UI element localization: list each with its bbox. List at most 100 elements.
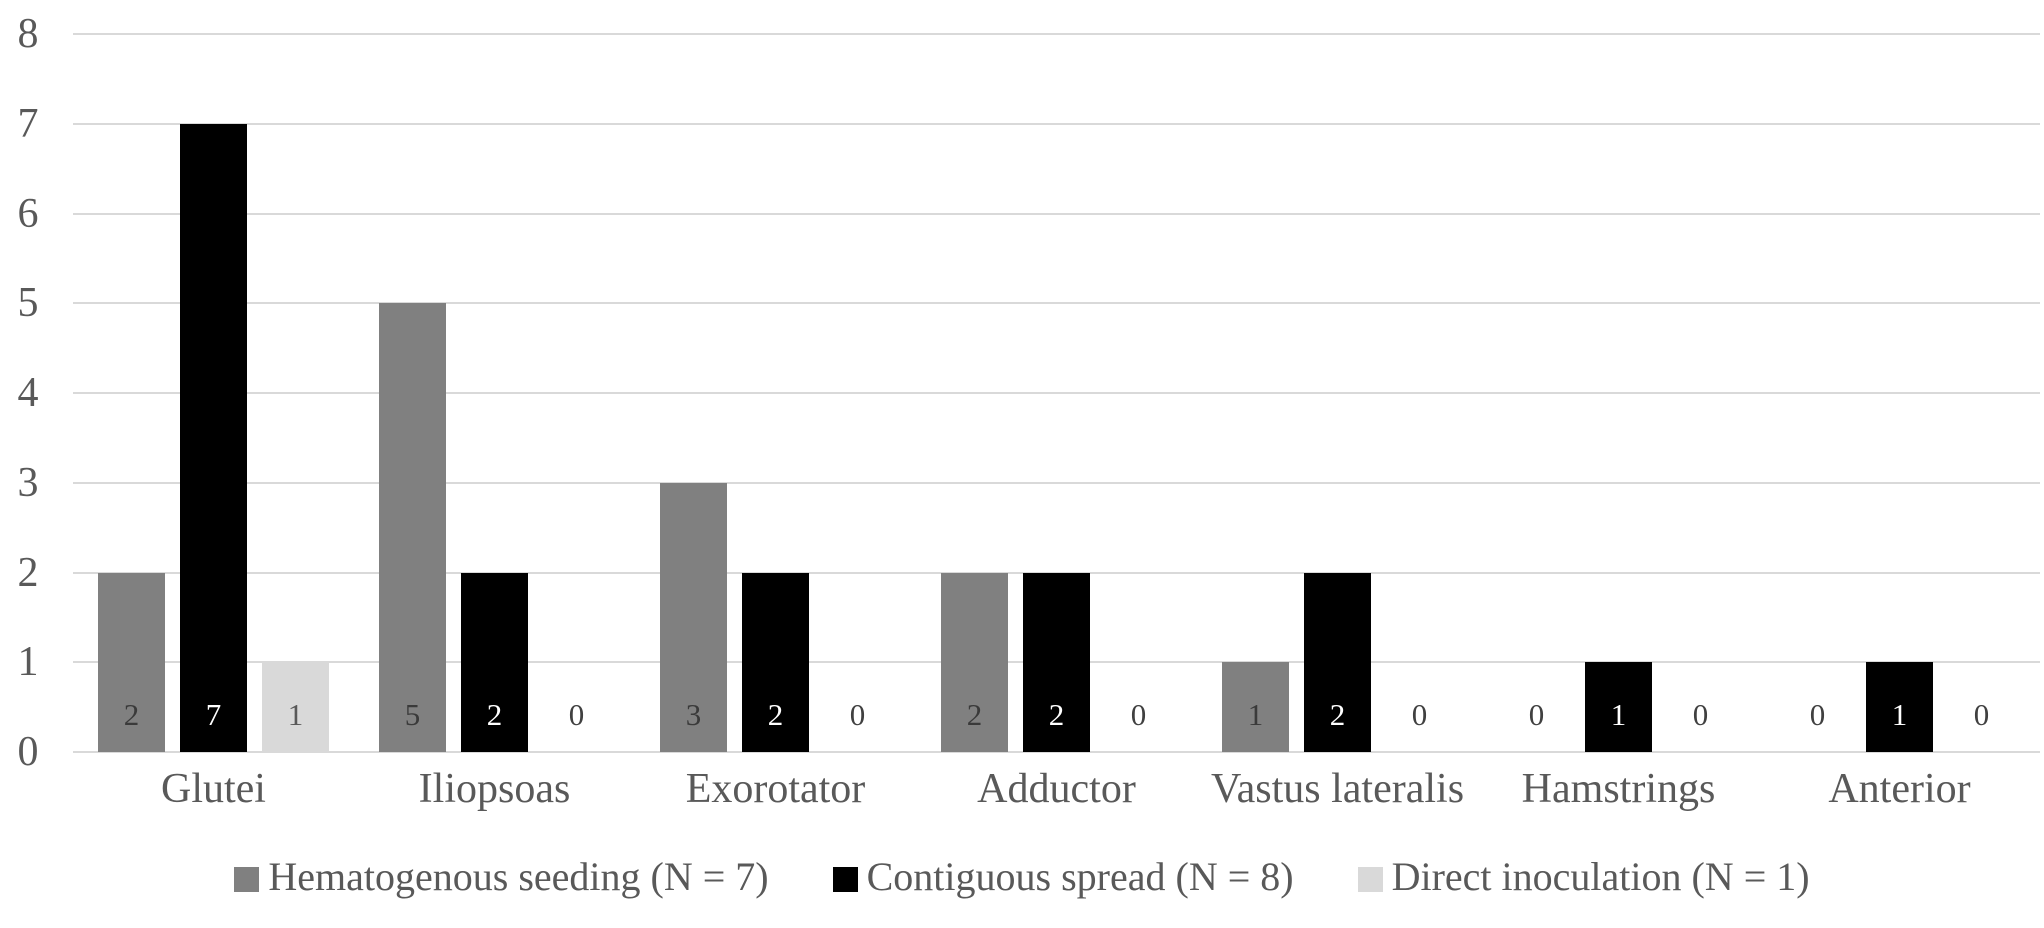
bar-slot: 0	[1105, 34, 1172, 752]
bar-value-label: 7	[205, 697, 222, 732]
bar-slot: 2	[1304, 34, 1371, 752]
bar	[1585, 662, 1652, 752]
bar-slot: 3	[660, 34, 727, 752]
bar	[1023, 572, 1090, 752]
bar-value-label: 1	[287, 697, 304, 732]
legend-label: Contiguous spread (N = 8)	[866, 854, 1294, 899]
bar-slot: 5	[379, 34, 446, 752]
bar-slot: 0	[1948, 34, 2015, 752]
bar-value-label: 1	[1247, 697, 1264, 732]
bar	[180, 123, 247, 752]
bar	[379, 303, 446, 752]
bar-slot: 1	[1585, 34, 1652, 752]
bar	[660, 482, 727, 752]
bar-value-label: 0	[1692, 697, 1709, 732]
legend-marker-icon	[1357, 866, 1383, 892]
bar-slot: 0	[1386, 34, 1453, 752]
bar-value-label: 0	[1973, 697, 1990, 732]
bar-slot: 0	[824, 34, 891, 752]
bar	[262, 662, 329, 752]
category-label: Iliopsoas	[418, 766, 571, 812]
y-tick-label: 1	[17, 639, 39, 686]
bar-slot: 2	[941, 34, 1008, 752]
bar	[98, 572, 165, 752]
bar-slot: 1	[1866, 34, 1933, 752]
category-label: Vastus lateralis	[1210, 766, 1465, 812]
legend-label: Hematogenous seeding (N = 7)	[268, 854, 769, 899]
bar-value-label: 2	[1329, 697, 1346, 732]
y-tick-label: 7	[17, 100, 39, 147]
gridline	[73, 481, 2040, 484]
bar-value-label: 0	[1130, 697, 1147, 732]
bar-value-label: 2	[966, 697, 983, 732]
legend-marker-icon	[234, 866, 260, 892]
category-label: Glutei	[161, 766, 266, 812]
gridline	[73, 212, 2040, 215]
bar-slot: 2	[98, 34, 165, 752]
gridline	[73, 751, 2040, 753]
y-tick-label: 6	[17, 190, 39, 237]
y-tick-label: 8	[17, 11, 39, 57]
bar-slot: 0	[1784, 34, 1851, 752]
bar-group: 2 2 0	[916, 34, 1197, 752]
gridline	[73, 122, 2040, 125]
legend: Hematogenous seeding (N = 7) Contiguous s…	[0, 854, 2044, 900]
legend-item: Contiguous spread (N = 8)	[832, 854, 1294, 900]
category-label: Adductor	[977, 766, 1136, 812]
bar-value-label: 0	[1809, 697, 1826, 732]
bar-value-label: 0	[1528, 697, 1545, 732]
bar-slot: 0	[1503, 34, 1570, 752]
bar-value-label: 2	[123, 697, 140, 732]
bar-value-label: 2	[486, 697, 503, 732]
bar-group: 0 1 0	[1759, 34, 2040, 752]
bar	[1222, 662, 1289, 752]
bar	[941, 572, 1008, 752]
bar-slot: 1	[262, 34, 329, 752]
category-label: Hamstrings	[1521, 766, 1716, 812]
bar-value-label: 0	[1411, 697, 1428, 732]
legend-marker-icon	[832, 866, 858, 892]
bar-value-label: 2	[767, 697, 784, 732]
gridline	[73, 392, 2040, 394]
gridline	[73, 33, 2040, 35]
bar-value-label: 3	[685, 697, 702, 732]
y-tick-label: 3	[17, 459, 39, 506]
bar-value-label: 1	[1610, 697, 1627, 732]
bar-value-label: 2	[1048, 697, 1065, 732]
bar-group: 3 2 0	[635, 34, 916, 752]
y-tick-label: 4	[17, 370, 39, 416]
y-tick-label: 2	[17, 549, 39, 596]
bar	[742, 572, 809, 752]
bar-slot: 1	[1222, 34, 1289, 752]
bar-value-label: 5	[404, 697, 421, 732]
gridline	[73, 302, 2040, 305]
bar-value-label: 0	[568, 697, 585, 732]
plot-area: 2 7 1 5 2 0 3 2 0 2 2 0 1 2 0 0 1 0 0 1 0	[73, 33, 2040, 753]
y-axis-labels: 0 1 2 3 4 5 6 7 8	[0, 13, 60, 773]
bar-slot: 2	[461, 34, 528, 752]
bar	[1304, 572, 1371, 752]
bar-slot: 0	[543, 34, 610, 752]
legend-item: Hematogenous seeding (N = 7)	[234, 854, 769, 900]
bar-groups: 2 7 1 5 2 0 3 2 0 2 2 0 1 2 0 0 1 0 0 1 0	[73, 34, 2040, 752]
bar-value-label: 1	[1891, 697, 1908, 732]
bar-group: 0 1 0	[1478, 34, 1759, 752]
bar-slot: 7	[180, 34, 247, 752]
bar-slot: 2	[742, 34, 809, 752]
bar-slot: 0	[1667, 34, 1734, 752]
bar	[461, 572, 528, 752]
bar-group: 1 2 0	[1197, 34, 1478, 752]
category-label: Exorotator	[685, 766, 866, 812]
y-tick-label: 0	[17, 729, 39, 775]
bar-group: 5 2 0	[354, 34, 635, 752]
x-axis-labels: Glutei Iliopsoas Exorotator Adductor Vastus …	[73, 766, 2040, 812]
bar-slot: 2	[1023, 34, 1090, 752]
legend-label: Direct inoculation (N = 1)	[1391, 854, 1810, 899]
bar	[1866, 662, 1933, 752]
category-label: Anterior	[1828, 766, 1971, 812]
bar-value-label: 0	[849, 697, 866, 732]
legend-item: Direct inoculation (N = 1)	[1357, 854, 1810, 900]
y-tick-label: 5	[17, 280, 39, 327]
bar-group: 2 7 1	[73, 34, 354, 752]
